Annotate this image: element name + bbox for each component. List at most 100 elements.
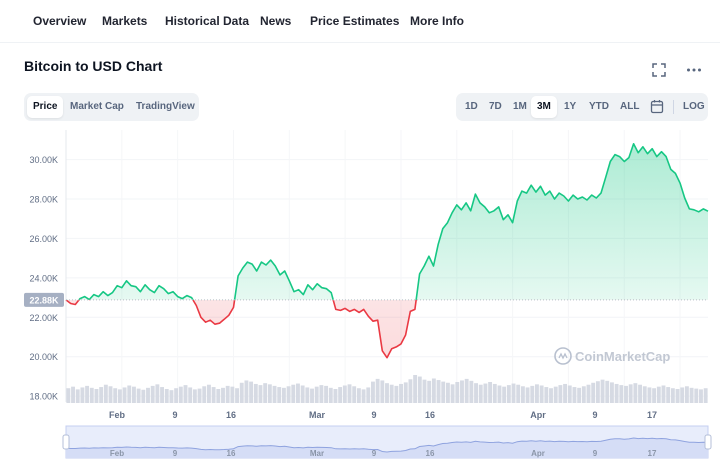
volume-bar [164, 389, 169, 403]
range-7d[interactable]: 7D [489, 101, 502, 112]
volume-bar [239, 382, 244, 403]
volume-bar [591, 382, 596, 403]
volume-bar [146, 387, 150, 403]
volume-bars [66, 375, 708, 403]
tab-market-cap[interactable]: Market Cap [70, 101, 124, 112]
volume-bar [638, 384, 642, 403]
volume-bar [328, 387, 333, 403]
tab-price[interactable]: Price [27, 96, 64, 118]
nav-tab-overview[interactable]: Overview [33, 14, 87, 28]
x-tick-label: 9 [371, 410, 376, 420]
volume-bar [136, 388, 141, 403]
x-tick-label: 9 [592, 410, 597, 420]
volume-bar [300, 385, 305, 403]
volume-bar [413, 375, 418, 403]
x-tick-label: 9 [172, 410, 177, 420]
volume-bar [403, 382, 408, 403]
volume-bar [469, 380, 474, 403]
range-3m[interactable]: 3M [531, 96, 557, 118]
volume-bar [399, 383, 404, 403]
range-1y[interactable]: 1Y [564, 101, 577, 112]
volume-bar [370, 381, 375, 403]
volume-bar [549, 388, 553, 403]
chart-title: Bitcoin to USD Chart [24, 58, 163, 74]
volume-bar [99, 387, 104, 403]
watermark-text: CoinMarketCap [575, 349, 670, 364]
volume-bar [117, 389, 122, 403]
volume-bar [178, 386, 183, 403]
volume-bar [206, 384, 211, 403]
navigator-handle[interactable] [62, 434, 70, 450]
range-all[interactable]: ALL [620, 101, 640, 112]
nav-tab-more-info[interactable]: More Info [410, 14, 464, 28]
volume-bar [150, 385, 155, 403]
volume-bar [553, 386, 558, 403]
price-line-down [65, 299, 417, 359]
price-area-up [66, 143, 708, 300]
volume-bar [675, 389, 680, 403]
volume-bar [361, 389, 366, 403]
volume-bar [169, 390, 174, 403]
volume-bar [539, 385, 544, 403]
volume-bar [417, 376, 422, 403]
navigator-tick-label: Apr [531, 449, 545, 458]
y-tick-label: 26.00K [29, 234, 58, 244]
volume-bar [188, 387, 193, 403]
volume-bar [122, 387, 127, 403]
navigator-tick-label: Feb [110, 449, 124, 458]
volume-bar [244, 380, 249, 403]
volume-bar [85, 385, 90, 403]
volume-bar [544, 387, 549, 403]
expand-icon[interactable] [649, 60, 669, 80]
volume-bar [113, 388, 118, 403]
x-tick-label: Mar [309, 410, 326, 420]
volume-bar [80, 387, 85, 403]
log-scale-toggle[interactable]: LOG [683, 101, 705, 112]
nav-tab-price-estimates[interactable]: Price Estimates [310, 14, 400, 28]
volume-bar [581, 386, 586, 403]
volume-bar [235, 388, 239, 403]
volume-bar [563, 383, 568, 403]
volume-bar [108, 386, 113, 403]
range-1d[interactable]: 1D [465, 101, 478, 112]
volume-bar [502, 386, 507, 403]
volume-bar [394, 385, 399, 403]
watermark: CoinMarketCap [554, 347, 670, 365]
volume-bar [492, 383, 497, 403]
nav-tab-historical-data[interactable]: Historical Data [165, 14, 250, 28]
more-horizontal-icon[interactable] [684, 60, 704, 80]
volume-bar [352, 386, 357, 403]
range-navigator[interactable]: Feb 9 16 Mar 9 16 Apr 9 17 [62, 425, 712, 459]
x-tick-label: 16 [425, 410, 435, 420]
y-tick-label: 28.00K [29, 195, 58, 205]
volume-bar [422, 379, 427, 403]
tab-tradingview[interactable]: TradingView [136, 101, 195, 112]
baseline: 22.88K [24, 292, 708, 307]
volume-bar [71, 386, 75, 403]
price-line-up [65, 143, 709, 300]
volume-bar [366, 387, 371, 403]
volume-bar [427, 380, 432, 403]
navigator-handle[interactable] [704, 434, 712, 450]
volume-bar [684, 386, 689, 403]
range-1m[interactable]: 1M [513, 101, 527, 112]
baseline-label: 22.88K [29, 295, 59, 305]
volume-bar [586, 384, 591, 403]
price-chart[interactable]: 22.88K 18.00K 20.00K 22.00K 24.00K 26.00K 28.… [0, 126, 720, 462]
volume-bar [609, 382, 614, 403]
volume-bar [75, 389, 80, 403]
volume-bar [127, 385, 132, 403]
volume-bar [338, 387, 343, 403]
volume-bar [633, 383, 638, 403]
volume-bar [567, 385, 572, 403]
volume-bar [305, 387, 310, 403]
chart-type-selector: Price Market Cap TradingView [24, 93, 199, 121]
range-ytd[interactable]: YTD [589, 101, 609, 112]
volume-bar [483, 383, 488, 403]
volume-bar [319, 385, 324, 403]
nav-tab-markets[interactable]: Markets [102, 14, 148, 28]
y-tick-label: 20.00K [29, 352, 58, 362]
navigator-line [65, 437, 709, 453]
nav-tab-news[interactable]: News [260, 14, 292, 28]
calendar-icon[interactable] [645, 96, 669, 118]
